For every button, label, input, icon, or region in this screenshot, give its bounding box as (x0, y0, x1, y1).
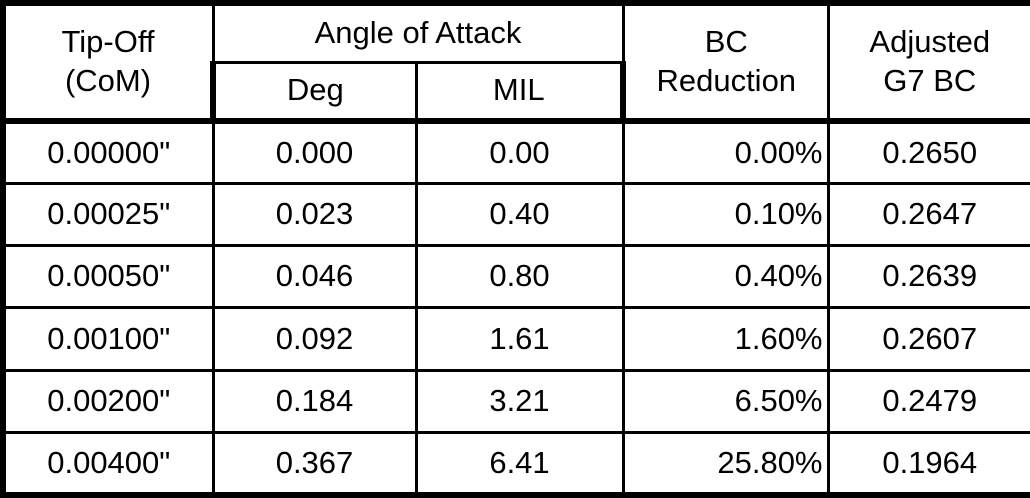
cell-adjusted-g7-bc: 0.2639 (826, 244, 1030, 310)
header-angle-of-attack: Angle of Attack (211, 0, 625, 64)
table-row: 0.00200" 0.184 3.21 6.50% 0.2479 (0, 368, 1030, 435)
cell-mil: 1.61 (414, 306, 625, 372)
header-bc-reduction: BC Reduction (621, 0, 830, 123)
table-body: 0.00000" 0.000 0.00 0.00% 0.2650 0.00025… (0, 117, 1030, 498)
cell-mil: 3.21 (414, 368, 625, 435)
cell-tip-off: 0.00200" (0, 368, 215, 435)
cell-bc-reduction: 0.00% (621, 117, 830, 185)
cell-bc-reduction: 6.50% (621, 368, 830, 435)
cell-mil: 0.80 (414, 244, 625, 310)
header-deg: Deg (210, 60, 418, 123)
table-row: 0.00100" 0.092 1.61 1.60% 0.2607 (0, 306, 1030, 372)
cell-mil: 0.40 (414, 181, 625, 248)
cell-adjusted-g7-bc: 0.2479 (826, 368, 1030, 435)
table-row: 0.00025" 0.023 0.40 0.10% 0.2647 (0, 181, 1030, 248)
table-row: 0.00000" 0.000 0.00 0.00% 0.2650 (0, 117, 1030, 185)
cell-deg: 0.184 (211, 368, 418, 435)
cell-bc-reduction: 25.80% (621, 431, 830, 498)
cell-tip-off: 0.00100" (0, 306, 215, 372)
cell-tip-off: 0.00000" (0, 117, 215, 185)
cell-tip-off: 0.00050" (0, 244, 215, 310)
table-row: 0.00050" 0.046 0.80 0.40% 0.2639 (0, 244, 1030, 310)
table-header: Tip-Off (CoM) Angle of Attack BC Reducti… (0, 0, 1030, 123)
header-tip-off: Tip-Off (CoM) (0, 0, 215, 123)
cell-bc-reduction: 0.40% (621, 244, 830, 310)
cell-bc-reduction: 1.60% (621, 306, 830, 372)
cell-adjusted-g7-bc: 0.2607 (826, 306, 1030, 372)
cell-deg: 0.092 (211, 306, 418, 372)
table-row: 0.00400" 0.367 6.41 25.80% 0.1964 (0, 431, 1030, 498)
cell-deg: 0.367 (211, 431, 418, 498)
cell-deg: 0.023 (211, 181, 418, 248)
cell-adjusted-g7-bc: 0.2647 (826, 181, 1030, 248)
header-adjusted-g7-bc: Adjusted G7 BC (826, 0, 1030, 123)
cell-mil: 0.00 (414, 117, 625, 185)
cell-tip-off: 0.00400" (0, 431, 215, 498)
cell-tip-off: 0.00025" (0, 181, 215, 248)
cell-deg: 0.046 (211, 244, 418, 310)
cell-deg: 0.000 (211, 117, 418, 185)
header-mil: MIL (414, 60, 626, 123)
cell-adjusted-g7-bc: 0.1964 (826, 431, 1030, 498)
cell-bc-reduction: 0.10% (621, 181, 830, 248)
cell-mil: 6.41 (414, 431, 625, 498)
cell-adjusted-g7-bc: 0.2650 (826, 117, 1030, 185)
